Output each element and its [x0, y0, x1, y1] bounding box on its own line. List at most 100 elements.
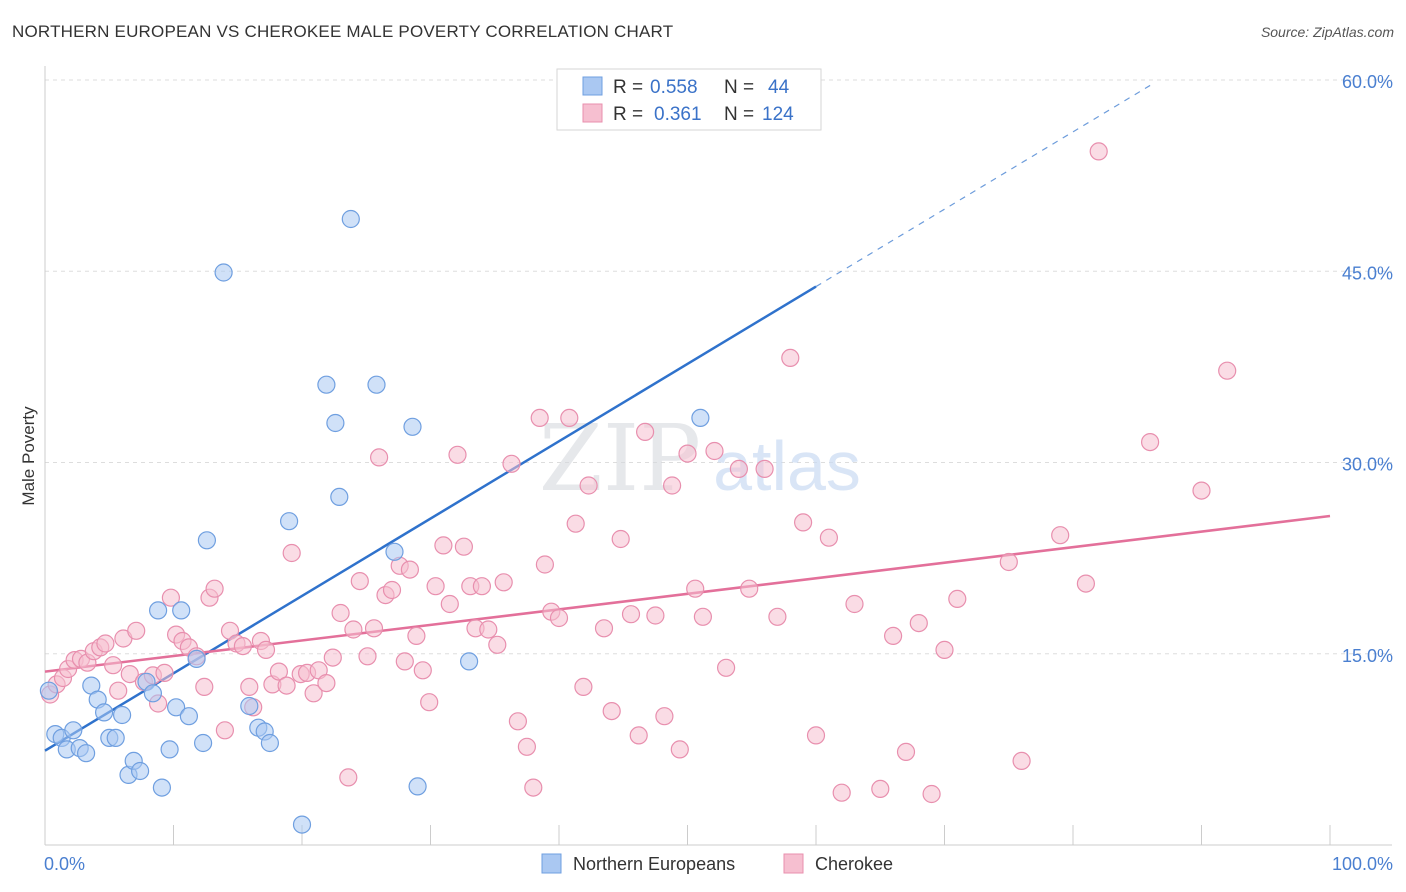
chart-source: Source: ZipAtlas.com [1260, 24, 1394, 40]
point-cherokee-38 [282, 543, 301, 563]
chart-title: NORTHERN EUROPEAN VS CHEROKEE MALE POVER… [12, 22, 674, 41]
legend-n-label-2: N = [724, 104, 754, 125]
y-tick-label-0: 15.0% [1342, 646, 1393, 666]
point-cherokee-14 [127, 621, 146, 640]
point-northern-europeans-15 [131, 761, 150, 781]
point-cherokee-73 [517, 737, 537, 756]
point-cherokee-19 [161, 588, 180, 607]
legend-n-value-2: 124 [762, 104, 794, 125]
point-northern-europeans-27 [214, 263, 233, 282]
point-northern-europeans-36 [330, 487, 349, 506]
point-cherokee-24 [195, 677, 214, 697]
point-northern-europeans-24 [187, 649, 206, 669]
point-cherokee-62 [440, 594, 459, 614]
point-northern-europeans-31 [260, 733, 279, 753]
point-cherokee-18 [155, 663, 174, 683]
point-cherokee-118 [1076, 574, 1096, 593]
point-cherokee-93 [678, 444, 697, 463]
point-northern-europeans-18 [149, 601, 168, 620]
point-cherokee-67 [472, 577, 491, 596]
point-cherokee-110 [896, 742, 916, 762]
point-cherokee-98 [729, 459, 749, 478]
point-cherokee-106 [832, 783, 851, 802]
point-cherokee-87 [629, 726, 648, 745]
point-northern-europeans-17 [143, 684, 162, 703]
point-northern-europeans-38 [367, 375, 386, 394]
bottom-legend-cherokee: Cherokee [815, 854, 893, 874]
point-cherokee-58 [413, 661, 432, 680]
point-northern-europeans-37 [341, 209, 360, 229]
point-cherokee-119 [1089, 142, 1108, 161]
bottom-legend-northern-europeans: Northern Europeans [573, 854, 735, 874]
point-northern-europeans-25 [194, 733, 213, 753]
point-cherokee-41 [304, 684, 323, 703]
point-cherokee-101 [768, 607, 787, 626]
point-northern-europeans-23 [179, 707, 198, 726]
point-cherokee-75 [530, 408, 549, 427]
point-cherokee-114 [948, 589, 967, 609]
bottom-legend: Northern Europeans Cherokee [541, 853, 893, 874]
point-northern-europeans-39 [385, 542, 404, 561]
point-northern-europeans-26 [197, 531, 216, 550]
x-tick-label-0: 0.0% [44, 854, 85, 874]
point-northern-europeans-41 [408, 777, 427, 796]
point-cherokee-100 [755, 459, 774, 478]
point-cherokee-86 [621, 605, 641, 624]
legend: R = 0.558 N = 44 R = 0.361 N = 124 [556, 68, 822, 131]
point-northern-europeans-20 [160, 740, 179, 759]
point-cherokee-50 [364, 619, 384, 638]
point-cherokee-89 [646, 606, 665, 625]
point-cherokee-76 [535, 555, 555, 574]
point-cherokee-80 [566, 514, 585, 533]
point-cherokee-122 [1218, 361, 1237, 380]
point-cherokee-88 [635, 422, 655, 441]
point-cherokee-74 [524, 778, 543, 797]
point-northern-europeans-12 [112, 705, 132, 725]
point-northern-europeans-21 [167, 698, 186, 717]
point-northern-europeans-42 [460, 652, 479, 671]
point-cherokee-94 [686, 579, 705, 598]
data-points [39, 142, 1237, 834]
point-cherokee-55 [395, 652, 414, 671]
point-cherokee-11 [109, 681, 128, 700]
point-cherokee-9 [96, 634, 115, 653]
point-cherokee-81 [574, 677, 593, 697]
point-cherokee-102 [781, 348, 800, 367]
point-northern-europeans-35 [326, 413, 345, 433]
point-northern-europeans-11 [106, 728, 125, 748]
point-cherokee-92 [670, 740, 689, 759]
point-cherokee-121 [1192, 481, 1211, 500]
point-cherokee-85 [611, 529, 630, 549]
point-cherokee-72 [508, 712, 528, 731]
point-northern-europeans-19 [152, 778, 171, 797]
point-cherokee-99 [740, 579, 759, 598]
point-cherokee-97 [716, 658, 736, 677]
point-cherokee-36 [269, 662, 288, 681]
point-cherokee-112 [922, 784, 941, 804]
point-cherokee-113 [935, 640, 954, 660]
legend-swatch-northern-europeans [582, 76, 603, 96]
point-cherokee-79 [560, 408, 579, 427]
legend-swatch-cherokee [582, 103, 603, 123]
point-cherokee-91 [662, 476, 682, 495]
point-cherokee-117 [1051, 526, 1070, 545]
point-cherokee-104 [806, 726, 826, 745]
point-cherokee-45 [331, 603, 350, 623]
point-cherokee-111 [909, 613, 928, 633]
point-cherokee-48 [350, 571, 369, 591]
point-cherokee-26 [205, 579, 224, 598]
point-cherokee-30 [233, 636, 252, 656]
point-cherokee-46 [339, 768, 358, 787]
grid-lines [45, 79, 1392, 655]
point-northern-europeans-6 [76, 744, 96, 763]
point-northern-europeans-0 [39, 681, 59, 700]
x-tick-labels: 0.0% 100.0% [44, 854, 1393, 874]
series-northern-europeans [39, 209, 710, 834]
y-axis-label: Male Poverty [19, 406, 38, 506]
point-northern-europeans-33 [292, 815, 312, 834]
point-cherokee-43 [317, 673, 336, 693]
point-cherokee-10 [103, 656, 123, 675]
point-cherokee-56 [400, 560, 419, 579]
point-northern-europeans-28 [240, 696, 259, 716]
